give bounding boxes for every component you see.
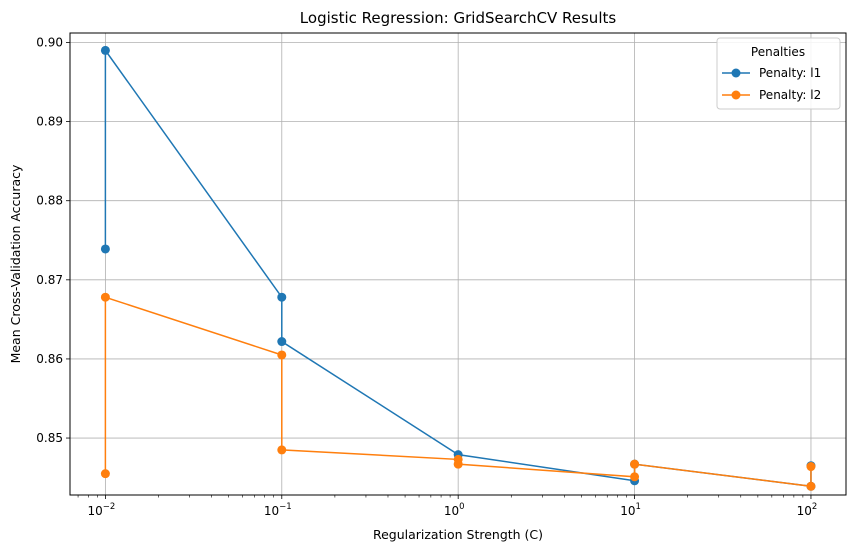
x-tick-label-exponent: 2	[812, 502, 817, 512]
x-tick-label-base: 10	[797, 504, 812, 518]
data-point	[100, 45, 110, 55]
data-point	[630, 472, 640, 482]
y-axis-label: Mean Cross-Validation Accuracy	[8, 164, 23, 363]
x-tick-label: 10−2	[87, 502, 115, 518]
x-tick-label: 100	[444, 502, 465, 518]
legend-box	[716, 37, 841, 110]
legend: Penalties Penalty: l1 Penalty: l2	[716, 37, 841, 110]
legend-label: Penalty: l1	[759, 66, 821, 80]
data-point	[100, 292, 110, 302]
y-tick-label: 0.88	[36, 194, 63, 208]
chart-title: Logistic Regression: GridSearchCV Result…	[300, 9, 617, 27]
x-tick-label: 102	[797, 502, 818, 518]
legend-items: Penalty: l1 Penalty: l2	[722, 66, 821, 102]
data-point	[453, 459, 463, 469]
y-tick-label: 0.90	[36, 35, 63, 49]
data-point	[806, 462, 816, 472]
data-point	[100, 469, 110, 479]
x-tick-label-exponent: −1	[279, 502, 292, 512]
data-point	[630, 459, 640, 469]
data-point	[806, 481, 816, 491]
y-tick-label: 0.87	[36, 273, 63, 287]
x-tick-label-exponent: 1	[635, 502, 640, 512]
data-point	[277, 337, 287, 347]
x-tick-label-base: 10	[620, 504, 635, 518]
x-tick-label-base: 10	[444, 504, 459, 518]
data-point	[277, 350, 287, 360]
x-tick-label-base: 10	[87, 504, 102, 518]
x-tick-label-exponent: −2	[103, 502, 116, 512]
data-point	[277, 445, 287, 455]
x-tick-label: 10−1	[264, 502, 292, 518]
x-tick-label-base: 10	[264, 504, 279, 518]
legend-marker	[731, 68, 741, 78]
y-tick-label: 0.85	[36, 431, 63, 445]
legend-marker	[731, 90, 741, 100]
x-tick-label: 101	[620, 502, 641, 518]
x-tick-label-exponent: 0	[459, 502, 464, 512]
series-layer	[100, 45, 816, 491]
legend-title: Penalties	[751, 45, 805, 59]
y-tick-label: 0.86	[36, 352, 63, 366]
x-axis-label: Regularization Strength (C)	[373, 527, 543, 542]
grid	[70, 33, 846, 495]
legend-label: Penalty: l2	[759, 88, 821, 102]
y-tick-label: 0.89	[36, 115, 63, 129]
data-point	[277, 292, 287, 302]
data-point	[100, 244, 110, 254]
